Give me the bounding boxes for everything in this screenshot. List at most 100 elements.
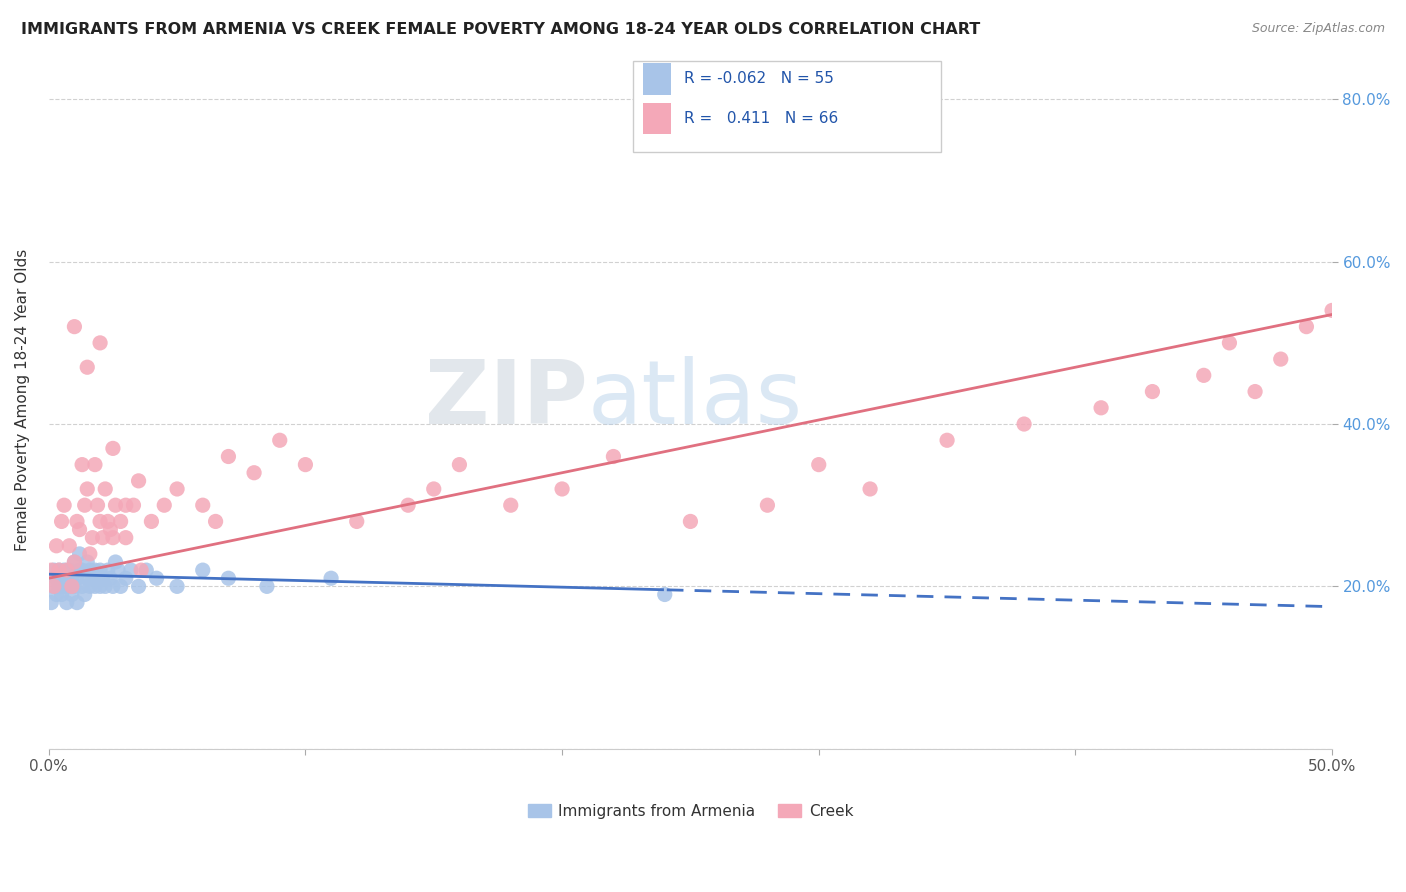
Point [63,579,86,593]
Point [114,498,136,512]
Text: R =   0.411   N = 66: R = 0.411 N = 66 [683,112,838,127]
Point [66,515,89,529]
Point [53,579,76,593]
Text: atlas: atlas [588,356,803,443]
Point [294,458,316,472]
Point [91,531,114,545]
Point [654,587,676,601]
Point [55,563,77,577]
Point [319,571,342,585]
Point [98,523,121,537]
Point [101,579,124,593]
Point [1192,368,1215,383]
Point [76,482,98,496]
Point [128,474,150,488]
Point [60,579,83,593]
Point [114,531,136,545]
Point [42,579,65,593]
Point [76,360,98,375]
Point [217,450,239,464]
Point [1295,319,1317,334]
Point [89,563,111,577]
Point [449,458,471,472]
Point [191,563,214,577]
Text: IMMIGRANTS FROM ARMENIA VS CREEK FEMALE POVERTY AMONG 18-24 YEAR OLDS CORRELATIO: IMMIGRANTS FROM ARMENIA VS CREEK FEMALE … [21,22,980,37]
Point [55,596,77,610]
Point [70,458,93,472]
Point [499,498,522,512]
Point [1270,352,1292,367]
Text: R = -0.062   N = 55: R = -0.062 N = 55 [683,71,834,87]
Point [48,579,70,593]
Point [79,547,101,561]
Point [63,555,86,569]
Point [60,571,83,585]
Point [42,563,65,577]
Point [1244,384,1267,399]
Point [89,579,111,593]
Point [859,482,882,496]
Point [217,571,239,585]
Point [53,498,76,512]
Point [55,571,77,585]
Point [346,515,368,529]
Point [66,596,89,610]
FancyBboxPatch shape [633,62,941,152]
Point [69,547,91,561]
Point [76,555,98,569]
Point [204,515,226,529]
Point [39,563,62,577]
FancyBboxPatch shape [643,63,671,95]
Point [70,563,93,577]
Point [42,579,65,593]
Point [756,498,779,512]
Point [94,482,117,496]
FancyBboxPatch shape [643,103,671,135]
Point [94,579,117,593]
Point [1142,384,1164,399]
Point [51,571,73,585]
Point [39,596,62,610]
Point [191,498,214,512]
Point [936,434,959,448]
Point [84,579,107,593]
Point [97,515,120,529]
Point [269,434,291,448]
Point [79,579,101,593]
Point [51,587,73,601]
Point [98,571,121,585]
Point [120,563,142,577]
Point [129,563,152,577]
Point [84,458,107,472]
Point [73,498,96,512]
Point [128,579,150,593]
Point [1218,335,1240,350]
Point [70,579,93,593]
Point [73,587,96,601]
Point [422,482,444,496]
Point [48,563,70,577]
Point [45,539,67,553]
Point [602,450,624,464]
Point [58,539,80,553]
Point [153,498,176,512]
Point [66,571,89,585]
Point [69,523,91,537]
Point [110,515,132,529]
Point [166,482,188,496]
Point [122,498,145,512]
Point [396,498,419,512]
Point [63,555,86,569]
Point [679,515,702,529]
Point [110,579,132,593]
Point [58,579,80,593]
Point [135,563,157,577]
Point [82,531,104,545]
Point [97,563,120,577]
Point [114,571,136,585]
Point [104,498,127,512]
Point [1320,303,1343,318]
Point [84,563,107,577]
Point [1012,417,1035,431]
Point [89,515,111,529]
